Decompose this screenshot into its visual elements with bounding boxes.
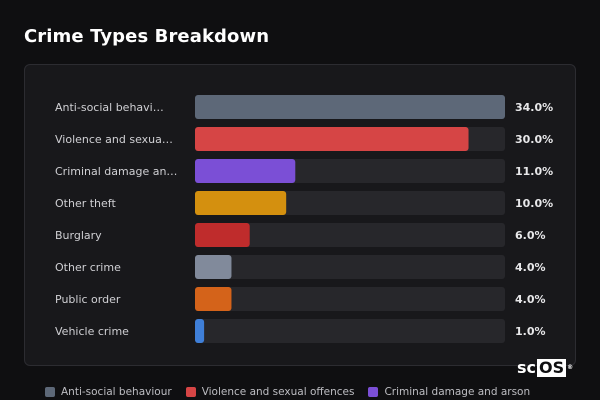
page-title: Crime Types Breakdown bbox=[24, 26, 270, 47]
bar-track-vehicle-crime bbox=[195, 319, 505, 343]
logo-prefix: sc bbox=[517, 358, 537, 377]
legend-label: Violence and sexual offences bbox=[201, 386, 355, 398]
value-label-burglary: 6.0% bbox=[515, 229, 546, 242]
bar-violence-and-sexua[interactable] bbox=[195, 127, 469, 151]
value-label-other-theft: 10.0% bbox=[515, 197, 553, 210]
category-label-criminal-damage-an: Criminal damage an… bbox=[55, 165, 177, 178]
value-label-public-order: 4.0% bbox=[515, 293, 546, 306]
category-label-vehicle-crime: Vehicle crime bbox=[55, 325, 129, 338]
category-label-public-order: Public order bbox=[55, 293, 121, 306]
category-label-other-theft: Other theft bbox=[55, 197, 116, 210]
legend-swatch bbox=[45, 387, 55, 397]
logo-boxed: OS bbox=[537, 357, 567, 377]
bar-burglary[interactable] bbox=[195, 223, 250, 247]
value-label-vehicle-crime: 1.0% bbox=[515, 325, 546, 338]
chart-legend: Anti-social behaviour Violence and sexual… bbox=[45, 386, 530, 398]
category-label-other-crime: Other crime bbox=[55, 261, 121, 274]
legend-item-criminal-damage-and-arson[interactable]: Criminal damage and arson bbox=[368, 386, 530, 398]
legend-item-violence-and-sexual-offences[interactable]: Violence and sexual offences bbox=[185, 386, 355, 398]
value-label-other-crime: 4.0% bbox=[515, 261, 546, 274]
bar-track-public-order bbox=[195, 287, 505, 311]
chart-card: Anti-social behavi… 34.0% Violence and sex… bbox=[24, 64, 576, 366]
legend-item-anti-social-behaviour[interactable]: Anti-social behaviour bbox=[45, 386, 172, 398]
logo-registered-mark: ® bbox=[567, 364, 574, 371]
category-label-burglary: Burglary bbox=[55, 229, 102, 242]
legend-swatch bbox=[368, 387, 379, 397]
legend-label: Criminal damage and arson bbox=[384, 386, 531, 398]
bar-anti-social-behavi[interactable] bbox=[195, 95, 505, 119]
value-label-criminal-damage-an: 11.0% bbox=[515, 165, 553, 178]
bar-public-order[interactable] bbox=[195, 287, 232, 311]
category-label-violence-and-sexua: Violence and sexua… bbox=[55, 133, 173, 146]
bar-other-crime[interactable] bbox=[195, 255, 232, 279]
bar-vehicle-crime[interactable] bbox=[195, 319, 205, 343]
scos-logo: sc OS ® bbox=[517, 358, 573, 377]
bar-criminal-damage-an[interactable] bbox=[195, 159, 296, 183]
bar-track-burglary bbox=[195, 223, 505, 247]
legend-swatch bbox=[185, 387, 196, 397]
value-label-anti-social-behavi: 34.0% bbox=[515, 101, 553, 114]
legend-label: Anti-social behaviour bbox=[61, 386, 172, 398]
bar-chart: Anti-social behavi… 34.0% Violence and sex… bbox=[55, 95, 553, 343]
category-label-anti-social-behavi: Anti-social behavi… bbox=[55, 101, 164, 114]
bar-other-theft[interactable] bbox=[195, 191, 287, 215]
bar-track-other-crime bbox=[195, 255, 505, 279]
value-label-violence-and-sexua: 30.0% bbox=[515, 133, 553, 146]
